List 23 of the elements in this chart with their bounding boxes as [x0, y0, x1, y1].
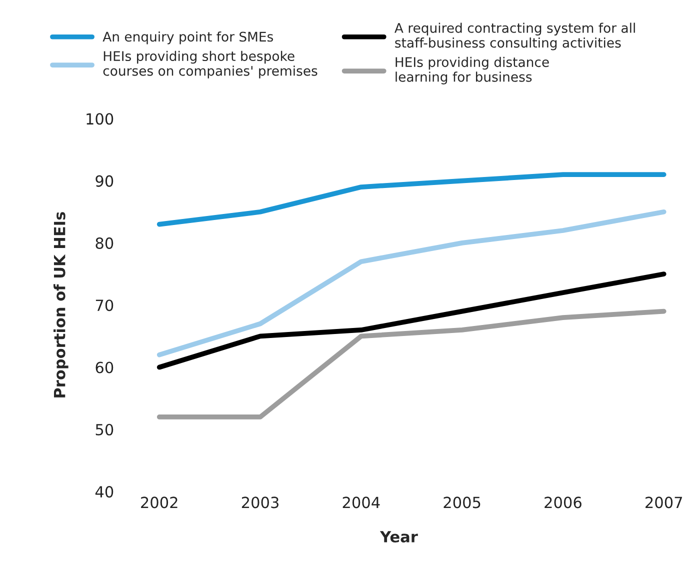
x-axis-title: Year	[380, 531, 418, 542]
y-tick-label: 50	[96, 424, 114, 436]
y-tick-label: 90	[96, 175, 114, 187]
x-tick-label: 2005	[444, 496, 480, 508]
line-series	[156, 172, 666, 227]
x-tick-label: 2003	[242, 496, 278, 508]
y-axis-title: Proportion of UK HEIs	[54, 212, 68, 398]
x-tick-label: 2007	[646, 496, 682, 508]
legend-label: HEIs providing distance learning for business	[396, 56, 549, 84]
y-tick-label: 60	[96, 362, 114, 374]
y-tick-label: 70	[96, 300, 114, 312]
y-tick-label: 100	[86, 113, 114, 125]
legend-label: HEIs providing short bespoke courses on companies' premises	[103, 50, 318, 78]
y-tick-label: 40	[95, 486, 114, 498]
legend-label: A required contracting system for all staff-business consulting activities	[394, 22, 635, 50]
legend-label: An enquiry point for SMEs	[102, 31, 274, 44]
x-tick-label: 2004	[342, 496, 380, 508]
y-tick-label: 80	[96, 237, 114, 249]
line-series	[156, 272, 666, 370]
x-tick-label: 2006	[544, 496, 582, 508]
x-tick-label: 2002	[141, 496, 178, 508]
line-series	[156, 308, 666, 420]
line-series	[156, 209, 666, 358]
